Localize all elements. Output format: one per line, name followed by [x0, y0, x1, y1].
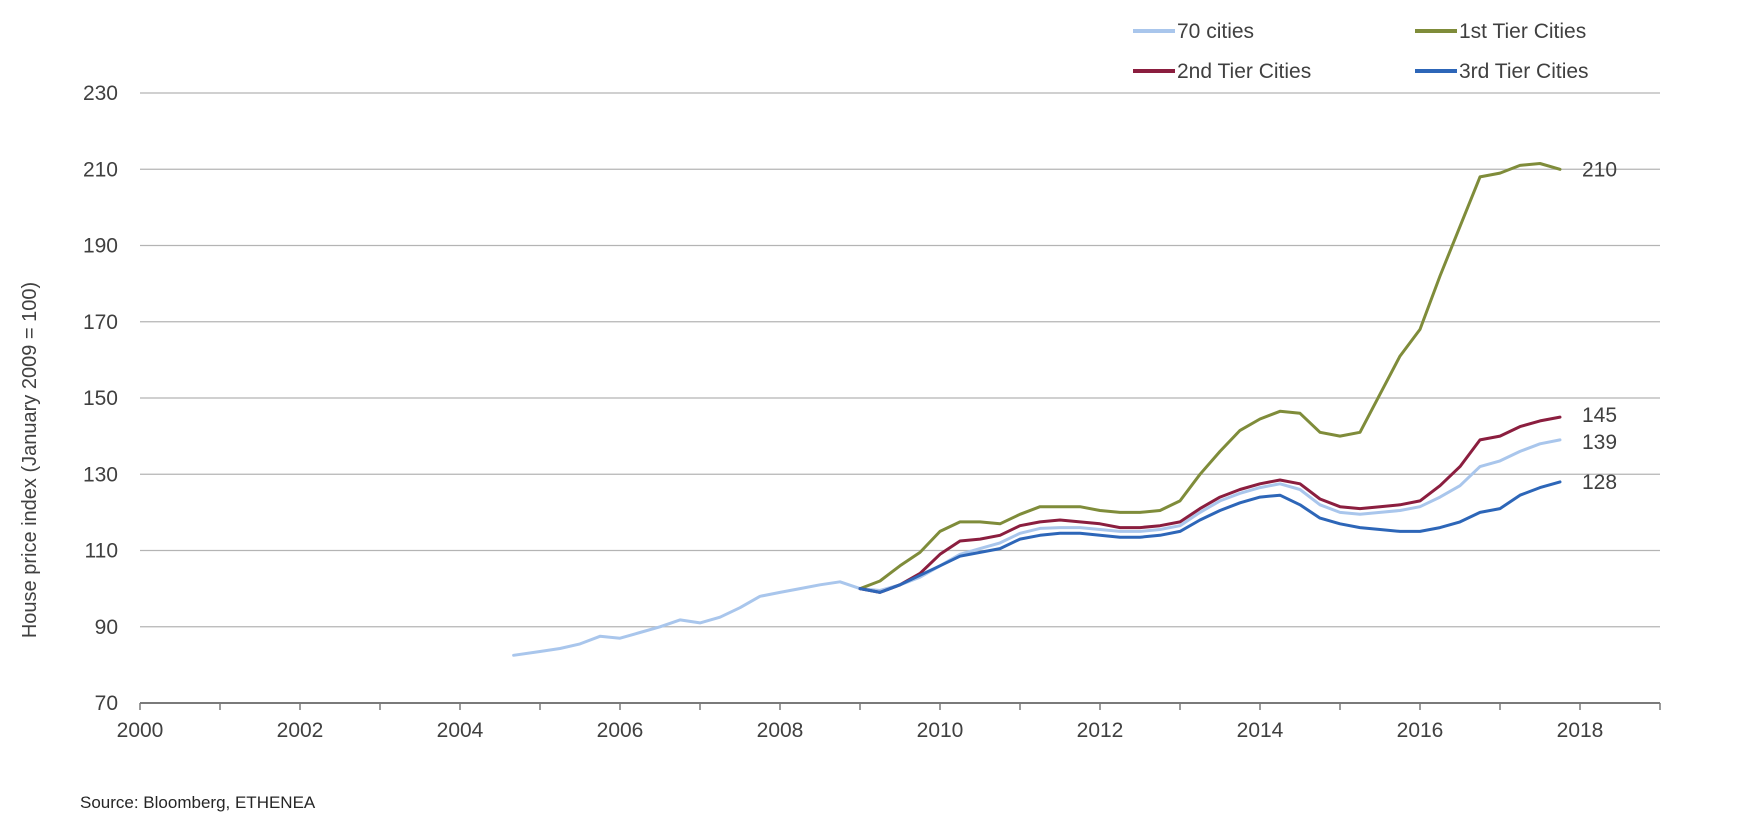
series-end-label: 210	[1582, 158, 1617, 181]
x-tick-label: 2006	[597, 719, 644, 742]
y-tick-label: 70	[95, 692, 118, 715]
y-tick-label: 230	[83, 82, 118, 105]
y-tick-label: 130	[83, 463, 118, 486]
x-tick-label: 2018	[1557, 719, 1604, 742]
y-tick-label: 110	[85, 540, 118, 563]
y-tick-label: 150	[83, 387, 118, 410]
legend: 70 cities 1st Tier Cities 2nd Tier Cities 3…	[1133, 20, 1589, 83]
x-tick-label: 2002	[277, 719, 324, 742]
series-line-2nd-tier-cities	[858, 415, 1562, 594]
x-tick-label: 2012	[1077, 719, 1124, 742]
y-tick-label: 90	[95, 616, 118, 639]
x-tick-label: 2014	[1237, 719, 1284, 742]
legend-label: 70 cities	[1177, 20, 1254, 43]
source-note: Source: Bloomberg, ETHENEA	[80, 793, 316, 812]
y-axis-label: House price index (January 2009 = 100)	[19, 282, 41, 638]
x-tick-label: 2004	[437, 719, 484, 742]
series-line-70-cities	[512, 438, 1562, 657]
x-tick-label: 2010	[917, 719, 964, 742]
x-tick-label: 2008	[757, 719, 804, 742]
y-tick-label: 170	[83, 311, 118, 334]
series-end-label: 128	[1582, 471, 1617, 494]
end-labels: 139 210 145 128	[1582, 158, 1617, 494]
legend-label: 1st Tier Cities	[1459, 20, 1586, 43]
series-line-3rd-tier-cities	[858, 480, 1562, 594]
gridlines: 70 90 110 130 150 170 190 210 230	[83, 82, 1660, 715]
legend-label: 3rd Tier Cities	[1459, 60, 1589, 83]
y-tick-label: 210	[83, 158, 118, 181]
series-line-1st-tier-cities	[858, 162, 1562, 591]
x-axis: 2000 2002 2004 2006 2008 2010 2012 2014 2016 2018	[117, 702, 1661, 742]
x-tick-label: 2016	[1397, 719, 1444, 742]
series-end-label: 139	[1582, 431, 1617, 454]
y-tick-label: 190	[83, 235, 118, 258]
x-tick-label: 2000	[117, 719, 164, 742]
series-lines	[512, 162, 1562, 657]
legend-label: 2nd Tier Cities	[1177, 60, 1311, 83]
series-end-label: 145	[1582, 404, 1617, 427]
